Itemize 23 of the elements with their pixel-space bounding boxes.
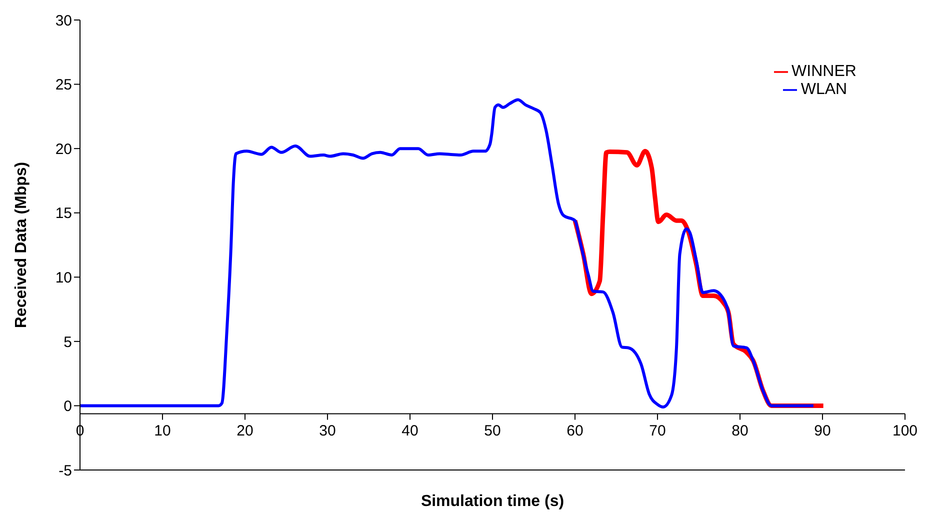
y-tick-label: 0 — [64, 398, 72, 416]
line-series — [80, 98, 815, 408]
y-tick-label: -5 — [58, 462, 72, 480]
y-tick-label: 5 — [64, 334, 72, 351]
x-tick-label: 20 — [236, 422, 254, 440]
x-tick-label: 30 — [319, 422, 336, 440]
y-axis-title: Received Data (Mbps) — [13, 162, 30, 328]
y-tick-label: 30 — [55, 12, 72, 30]
y-tick-label: 15 — [55, 205, 72, 222]
x-tick-label: 70 — [649, 422, 666, 440]
x-tick-label: 90 — [814, 422, 831, 440]
y-tick-label: 10 — [55, 269, 72, 286]
legend-label: WLAN — [800, 81, 848, 98]
x-tick-label: 80 — [732, 422, 748, 440]
x-tick-label: 40 — [402, 422, 418, 440]
legend-label: WINNER — [792, 63, 856, 80]
x-tick-label: 50 — [484, 422, 501, 440]
x-tick-label: 10 — [154, 422, 171, 440]
y-tick-label: 25 — [55, 76, 72, 94]
x-tick-label: 60 — [566, 422, 584, 440]
x-tick-label: 100 — [892, 422, 918, 440]
x-axis-title: Simulation time (s) — [420, 493, 564, 510]
y-tick-label: 20 — [55, 140, 72, 158]
